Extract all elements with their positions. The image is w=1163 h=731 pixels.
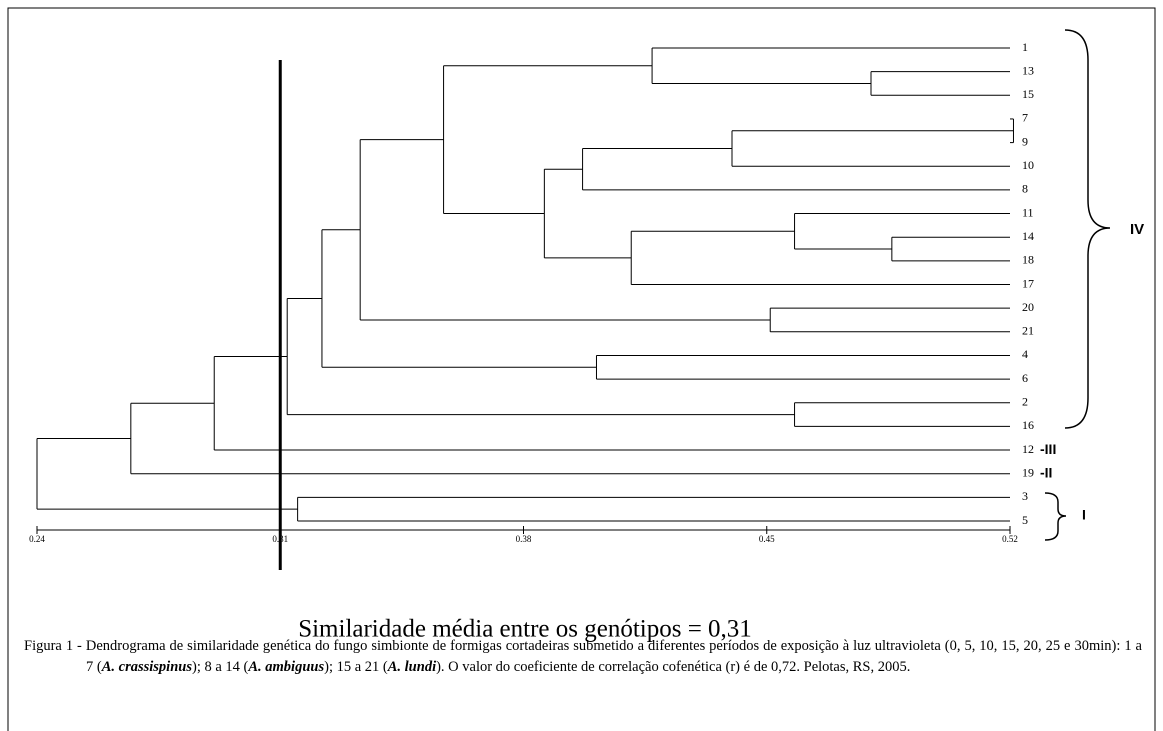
- caption-run: A. lundi: [387, 659, 437, 675]
- leaf-label: 10: [1022, 158, 1034, 172]
- caption-run: Figura 1 - Dendrograma de similaridade g…: [24, 638, 1142, 675]
- leaf-label: 14: [1022, 229, 1034, 243]
- x-tick-label: 0.24: [29, 534, 45, 544]
- caption-run: A. crassispinus: [101, 659, 192, 675]
- leaf-label: 18: [1022, 253, 1034, 267]
- leaf-label: 8: [1022, 182, 1028, 196]
- x-tick-label: 0.52: [1002, 534, 1018, 544]
- leaf-label: 2: [1022, 395, 1028, 409]
- leaf-label: 19: [1022, 465, 1034, 479]
- leaf-label: 9: [1022, 134, 1028, 148]
- caption: Figura 1 - Dendrograma de similaridade g…: [24, 636, 1142, 678]
- leaf-label: 6: [1022, 371, 1028, 385]
- annotation: Similaridade média entre os genótipos = …: [298, 616, 752, 643]
- leaf-label: 16: [1022, 418, 1034, 432]
- caption-run: A. ambiguus: [248, 659, 325, 675]
- leaf-label: 3: [1022, 489, 1028, 503]
- group-label: I: [1082, 507, 1086, 523]
- caption-run: ); 15 a 21 (: [324, 659, 388, 675]
- caption-run: ); 8 a 14 (: [191, 659, 249, 675]
- leaf-label: 11: [1022, 205, 1034, 219]
- group-label: -III: [1040, 441, 1056, 457]
- x-tick-label: 0.38: [516, 534, 532, 544]
- group-label: IV: [1130, 221, 1144, 238]
- x-tick-label: 0.45: [759, 534, 775, 544]
- leaf-label: 20: [1022, 300, 1034, 314]
- brace: [1044, 492, 1067, 541]
- leaf-label: 12: [1022, 442, 1034, 456]
- brace: [1064, 29, 1111, 429]
- leaf-label: 4: [1022, 347, 1028, 361]
- caption-run: ). O valor do coeficiente de correlação …: [436, 659, 911, 675]
- group-label: -II: [1040, 464, 1052, 480]
- leaf-label: 15: [1022, 87, 1034, 101]
- leaf-label: 5: [1022, 513, 1028, 527]
- frame: [7, 7, 1156, 731]
- leaf-label: 17: [1022, 276, 1034, 290]
- leaf-label: 7: [1022, 111, 1028, 125]
- leaf-label: 13: [1022, 63, 1034, 77]
- leaf-label: 1: [1022, 40, 1028, 54]
- leaf-label: 21: [1022, 324, 1034, 338]
